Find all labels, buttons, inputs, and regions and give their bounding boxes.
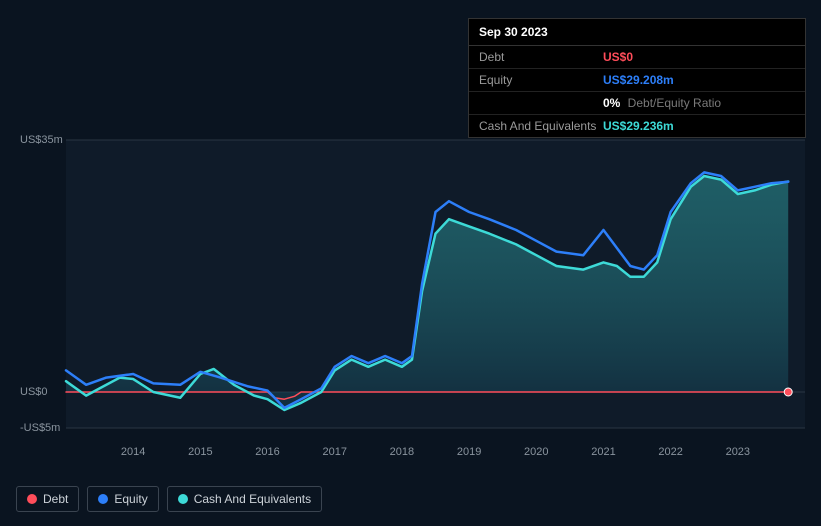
y-axis-label: US$0 [20, 386, 48, 398]
x-axis-label: 2016 [255, 446, 279, 458]
y-axis-label: US$35m [20, 134, 63, 146]
legend-item-cash-and-equivalents[interactable]: Cash And Equivalents [167, 486, 322, 512]
x-axis-label: 2023 [726, 446, 750, 458]
chart-area: US$35m US$0 -US$5m 2014 2015 2016 2017 2018 201… [16, 120, 805, 510]
legend-swatch [98, 494, 108, 504]
tooltip-row-value: 0% Debt/Equity Ratio [603, 96, 721, 110]
chart-svg [16, 120, 805, 448]
legend-label: Cash And Equivalents [194, 492, 311, 506]
tooltip-row-sub: Debt/Equity Ratio [624, 96, 721, 110]
tooltip-row: 0% Debt/Equity Ratio [469, 92, 805, 115]
y-axis-label: -US$5m [20, 422, 60, 434]
legend-label: Equity [114, 492, 147, 506]
legend-item-equity[interactable]: Equity [87, 486, 158, 512]
legend-label: Debt [43, 492, 68, 506]
x-axis-label: 2015 [188, 446, 212, 458]
legend-swatch [27, 494, 37, 504]
legend-item-debt[interactable]: Debt [16, 486, 79, 512]
tooltip-date: Sep 30 2023 [469, 19, 805, 46]
tooltip-row-label: Equity [479, 73, 603, 87]
legend: Debt Equity Cash And Equivalents [16, 486, 322, 512]
x-axis-label: 2014 [121, 446, 145, 458]
x-axis-label: 2019 [457, 446, 481, 458]
x-axis-label: 2017 [322, 446, 346, 458]
chart-container: Sep 30 2023 DebtUS$0EquityUS$29.208m0% D… [0, 0, 821, 526]
tooltip-row: DebtUS$0 [469, 46, 805, 69]
x-axis-label: 2022 [658, 446, 682, 458]
x-axis-label: 2020 [524, 446, 548, 458]
legend-swatch [178, 494, 188, 504]
tooltip-row-value: US$29.208m [603, 73, 674, 87]
x-axis-label: 2021 [591, 446, 615, 458]
tooltip-row-label [479, 96, 603, 110]
tooltip-row: EquityUS$29.208m [469, 69, 805, 92]
tooltip-row-value: US$0 [603, 50, 633, 64]
tooltip-row-label: Debt [479, 50, 603, 64]
x-axis-label: 2018 [390, 446, 414, 458]
